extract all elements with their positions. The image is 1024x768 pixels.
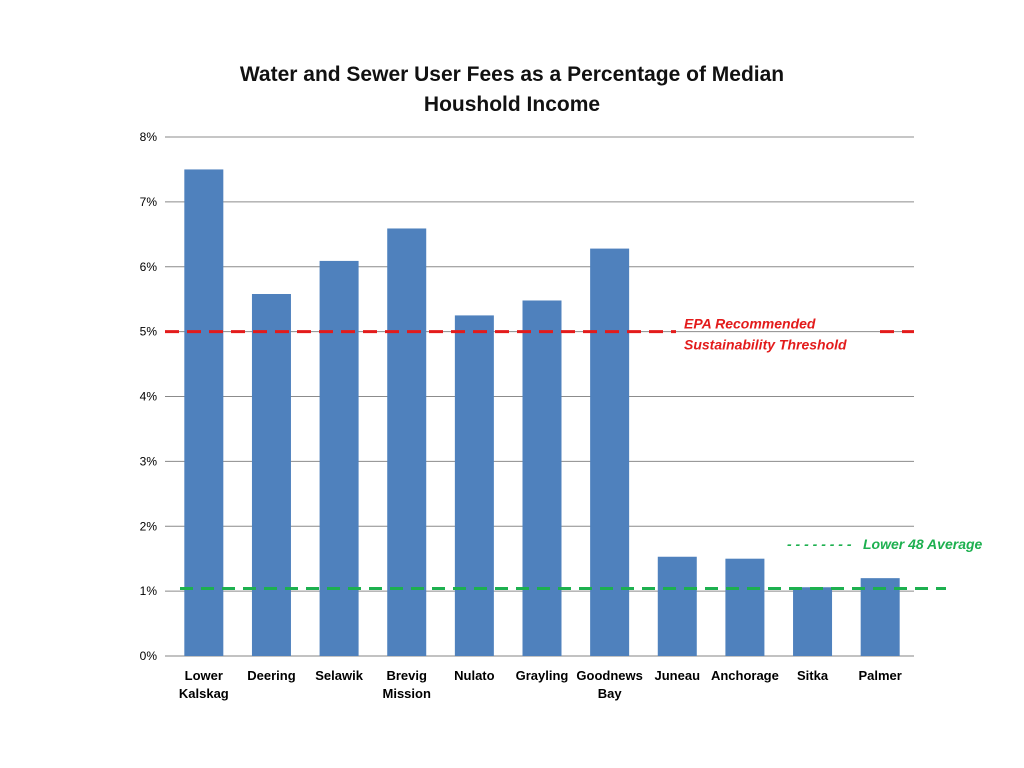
y-tick-label: 3% — [140, 454, 158, 468]
bar — [251, 293, 291, 656]
x-tick-label: Brevig Mission — [383, 668, 431, 701]
bar — [793, 587, 833, 656]
x-tick-label: Juneau — [655, 668, 701, 683]
y-tick-label: 2% — [140, 519, 158, 533]
bar — [590, 248, 630, 656]
bar — [184, 169, 224, 656]
y-tick-label: 4% — [140, 390, 158, 404]
chart-title: Water and Sewer User Fees as a Percentag… — [212, 60, 812, 120]
lower-48-average-legend-dashes: - - - - - - - - — [787, 536, 852, 552]
bar — [657, 556, 697, 656]
chart-title-line-2: Houshold Income — [423, 93, 601, 116]
x-tick-label: Lower Kalskag — [179, 668, 229, 701]
x-tick-label: Selawik — [315, 668, 363, 683]
epa-threshold-label: EPA Recommended Sustainability Threshold — [684, 316, 847, 353]
y-tick-label: 8% — [140, 130, 158, 144]
x-tick-label: Grayling — [516, 668, 569, 683]
lower-48-average-label: Lower 48 Average — [863, 536, 983, 552]
x-tick-label: Deering — [247, 668, 295, 683]
y-tick-label: 5% — [140, 325, 158, 339]
x-tick-label: Nulato — [454, 668, 495, 683]
y-tick-label: 7% — [140, 195, 158, 209]
x-tick-label: Palmer — [858, 668, 901, 683]
bar — [860, 578, 900, 656]
bar — [454, 315, 494, 656]
y-tick-label: 6% — [140, 260, 158, 274]
chart-title-line-1: Water and Sewer User Fees as a Percentag… — [239, 63, 785, 86]
y-tick-label: 0% — [140, 649, 158, 663]
bar — [387, 228, 427, 656]
bar — [319, 260, 359, 656]
bar — [522, 300, 562, 656]
y-tick-label: 1% — [140, 584, 158, 598]
x-tick-label: Goodnews Bay — [576, 668, 642, 701]
x-tick-label: Anchorage — [711, 668, 779, 683]
bar — [725, 558, 765, 656]
x-tick-label: Sitka — [797, 668, 829, 683]
